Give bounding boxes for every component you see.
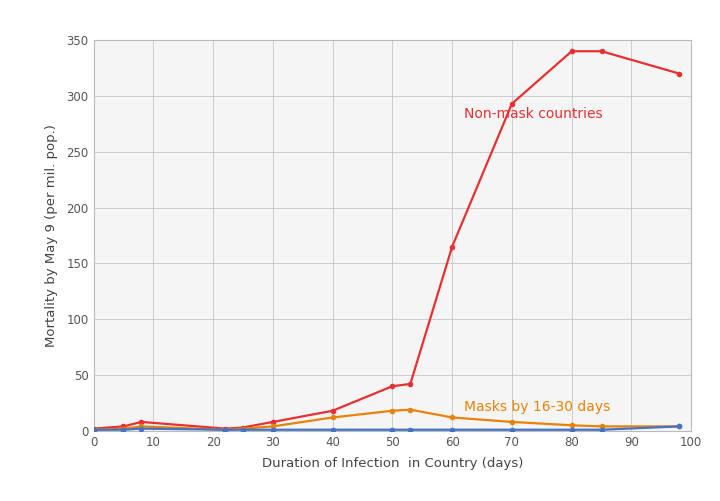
X-axis label: Duration of Infection  in Country (days): Duration of Infection in Country (days) [261, 457, 523, 470]
Y-axis label: Mortality by May 9 (per mil. pop.): Mortality by May 9 (per mil. pop.) [45, 124, 58, 347]
Text: Masks by 16-30 days: Masks by 16-30 days [464, 400, 611, 414]
Text: Non-mask countries: Non-mask countries [464, 107, 603, 121]
